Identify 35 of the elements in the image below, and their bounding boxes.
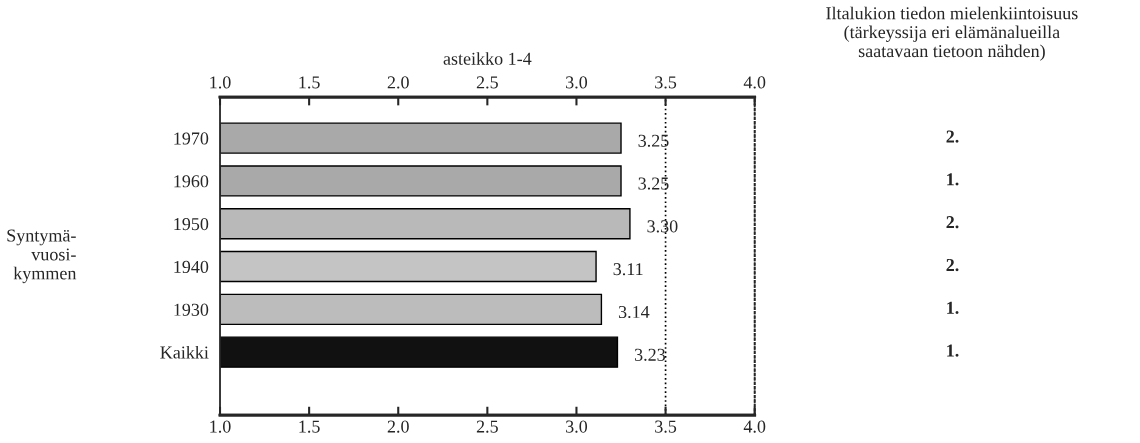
x2-tick-label: 2.0 — [387, 420, 409, 433]
x-tick-label: 1.0 — [210, 76, 231, 89]
text: 1. — [947, 301, 959, 314]
data-label: 3.23 — [634, 348, 666, 361]
data-label: 3.25 — [638, 177, 669, 190]
x2-tick-label: 4.0 — [743, 420, 766, 433]
y-tick-label: 1940 — [174, 260, 209, 273]
x-tick-label: 2.5 — [476, 76, 498, 89]
x-tick-label: 3.5 — [655, 76, 677, 89]
x-tick-label: 4.0 — [743, 76, 766, 89]
x-tick-label: 1.5 — [299, 76, 320, 89]
data-label: 3.14 — [618, 305, 650, 319]
x-tick-label: 3.0 — [566, 76, 588, 89]
x2-tick-label: 1.0 — [210, 420, 231, 433]
text: 2. — [946, 216, 959, 229]
text: 2. — [946, 258, 959, 272]
y-tick-label: 1950 — [174, 217, 209, 231]
text: 1. — [947, 173, 959, 186]
text: Iltalukion tiedon mielenkiintoisuus (tärkeyssija eri elämänalueilla saatavaan tietoon nähden) — [826, 6, 1078, 61]
x2-tick-label: 1.5 — [299, 420, 320, 433]
data-label: 3.25 — [638, 134, 669, 147]
y-tick-label: 1930 — [174, 303, 209, 316]
y-tick-label: 1970 — [174, 132, 209, 145]
x2-tick-label: 3.0 — [566, 420, 588, 433]
text: 1. — [947, 344, 959, 357]
x2-axis-title: asteikko 1-4 — [443, 52, 532, 65]
y-tick-label: 1960 — [174, 175, 209, 188]
data-label: 3.30 — [647, 220, 678, 233]
y-tick-label: Kaikki — [160, 345, 209, 359]
text: 2. — [946, 130, 959, 143]
x-tick-label: 2.0 — [387, 76, 409, 89]
x2-tick-label: 2.5 — [476, 420, 498, 433]
data-label: 3.11 — [613, 263, 643, 276]
x2-tick-label: 3.5 — [655, 420, 677, 433]
y-axis-title: Syntymä- vuosi- kymmen — [7, 229, 77, 284]
